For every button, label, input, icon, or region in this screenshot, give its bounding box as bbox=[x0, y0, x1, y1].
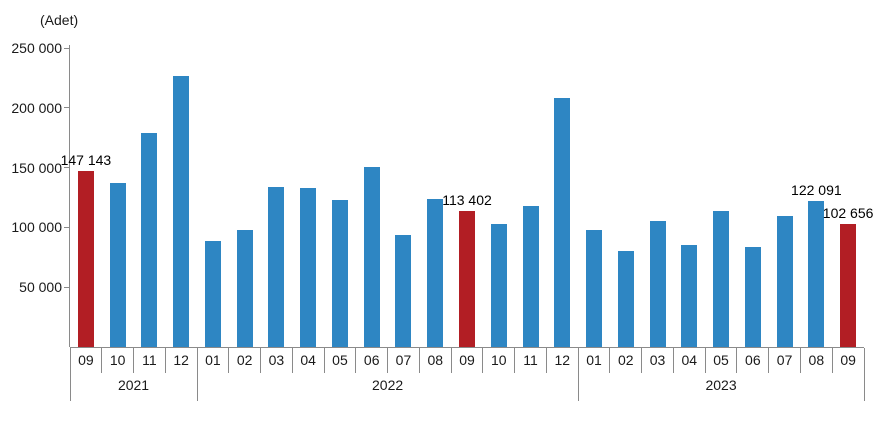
month-tick bbox=[291, 348, 293, 373]
y-tick-label: 200 000 bbox=[11, 99, 62, 116]
bar bbox=[554, 98, 571, 347]
month-tick bbox=[641, 348, 643, 373]
year-separator bbox=[863, 348, 865, 401]
month-tick bbox=[323, 348, 325, 373]
month-label: 03 bbox=[649, 352, 666, 368]
year-label: 2023 bbox=[705, 377, 737, 393]
month-label: 09 bbox=[840, 352, 856, 368]
month-tick bbox=[101, 348, 103, 373]
bar bbox=[586, 230, 603, 347]
y-tick bbox=[64, 107, 70, 109]
month-label: 09 bbox=[459, 352, 475, 368]
bar bbox=[331, 200, 348, 347]
year-separator bbox=[69, 348, 71, 401]
bar bbox=[744, 246, 761, 347]
month-label: 09 bbox=[78, 352, 94, 368]
y-tick bbox=[64, 226, 70, 228]
month-tick bbox=[387, 348, 389, 373]
bar bbox=[141, 133, 158, 347]
month-label: 06 bbox=[363, 352, 380, 368]
month-tick bbox=[704, 348, 706, 373]
month-label: 07 bbox=[395, 352, 412, 368]
bar-value-label: 113 402 bbox=[442, 192, 492, 209]
month-label: 11 bbox=[142, 352, 157, 368]
bar bbox=[808, 200, 825, 347]
month-tick bbox=[418, 348, 420, 373]
y-axis-unit-label: (Adet) bbox=[40, 12, 79, 28]
bar bbox=[840, 224, 857, 347]
month-label: 05 bbox=[332, 352, 348, 368]
month-label: 10 bbox=[109, 352, 126, 368]
month-tick bbox=[672, 348, 674, 373]
y-tick bbox=[64, 286, 70, 288]
bar bbox=[363, 166, 380, 347]
bar-value-label: 147 143 bbox=[60, 152, 112, 169]
month-tick bbox=[355, 348, 357, 373]
bar-value-label: 122 091 bbox=[791, 181, 842, 198]
month-label: 03 bbox=[268, 352, 285, 368]
y-axis-line bbox=[69, 45, 70, 347]
month-tick bbox=[799, 348, 801, 373]
bar bbox=[77, 171, 94, 347]
bar bbox=[236, 230, 253, 347]
month-label: 12 bbox=[173, 352, 189, 368]
month-label: 12 bbox=[554, 352, 571, 368]
y-tick-label: 50 000 bbox=[19, 279, 62, 296]
bar bbox=[173, 76, 190, 347]
month-tick bbox=[831, 348, 833, 373]
bar bbox=[649, 220, 666, 347]
month-label: 06 bbox=[745, 352, 761, 368]
month-tick bbox=[228, 348, 230, 373]
month-label: 11 bbox=[523, 352, 538, 368]
month-tick bbox=[609, 348, 611, 373]
bar bbox=[522, 206, 539, 347]
y-tick-label: 100 000 bbox=[11, 219, 62, 236]
bar bbox=[268, 186, 285, 347]
year-label: 2021 bbox=[117, 377, 150, 393]
month-label: 02 bbox=[236, 352, 253, 368]
month-label: 08 bbox=[808, 352, 825, 368]
bar bbox=[490, 224, 507, 347]
bar bbox=[204, 241, 221, 347]
month-label: 02 bbox=[617, 352, 634, 368]
month-tick bbox=[482, 348, 484, 373]
bar bbox=[713, 210, 730, 347]
month-tick bbox=[514, 348, 516, 373]
month-label: 04 bbox=[300, 352, 316, 368]
month-tick bbox=[736, 348, 738, 373]
bar bbox=[617, 251, 634, 347]
month-label: 01 bbox=[586, 352, 602, 368]
bar bbox=[427, 199, 444, 347]
bar bbox=[109, 182, 126, 347]
x-axis-line bbox=[70, 347, 864, 348]
y-tick-label: 250 000 bbox=[11, 40, 62, 56]
month-label: 01 bbox=[205, 352, 221, 368]
y-tick bbox=[64, 167, 70, 169]
y-tick bbox=[64, 47, 70, 49]
month-label: 08 bbox=[427, 352, 444, 368]
bar bbox=[395, 234, 412, 347]
bar-value-label: 102 656 bbox=[822, 205, 874, 222]
month-tick bbox=[164, 348, 166, 373]
year-separator bbox=[196, 348, 198, 401]
month-label: 07 bbox=[776, 352, 793, 368]
bar bbox=[459, 211, 475, 347]
year-label: 2022 bbox=[372, 377, 404, 393]
month-tick bbox=[768, 348, 770, 373]
month-tick bbox=[450, 348, 452, 373]
month-tick bbox=[545, 348, 547, 373]
bar bbox=[300, 187, 317, 347]
bar bbox=[776, 215, 793, 347]
month-tick bbox=[133, 348, 135, 373]
month-label: 04 bbox=[681, 352, 698, 368]
month-label: 10 bbox=[490, 352, 507, 368]
month-label: 05 bbox=[713, 352, 729, 368]
year-separator bbox=[577, 348, 579, 401]
bar bbox=[681, 244, 698, 347]
y-tick-label: 150 000 bbox=[11, 159, 62, 176]
month-tick bbox=[260, 348, 262, 373]
